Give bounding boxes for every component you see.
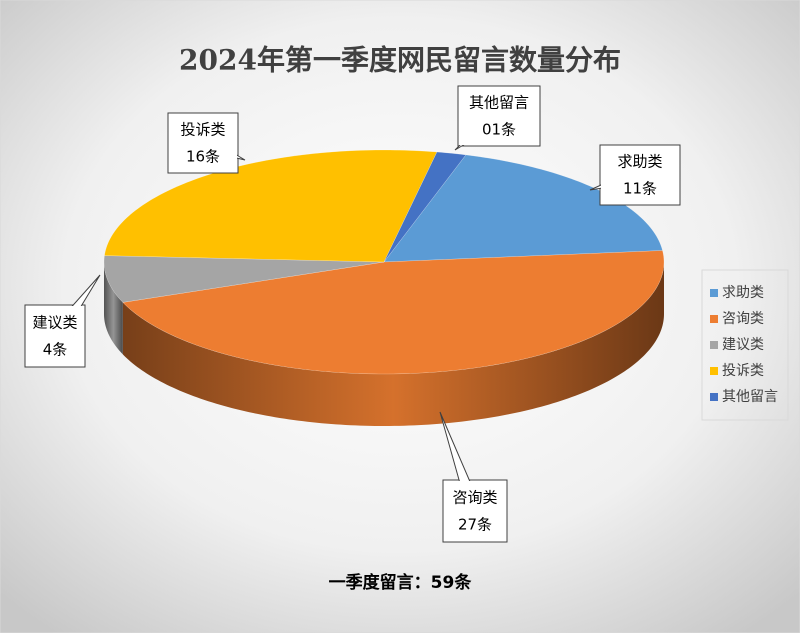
footer: 一季度留言：59条 xyxy=(329,572,473,593)
data-label-category: 建议类 xyxy=(32,314,77,332)
data-label-category: 咨询类 xyxy=(452,489,497,507)
data-label-category: 求助类 xyxy=(617,153,662,171)
legend-swatch xyxy=(710,315,718,323)
slice-side xyxy=(104,262,123,355)
data-label-value: 01条 xyxy=(482,121,516,139)
chart-title: 2024年第一季度网民留言数量分布 xyxy=(179,44,621,77)
data-label-value: 11条 xyxy=(623,180,657,198)
legend-label: 求助类 xyxy=(722,285,764,301)
legend-swatch xyxy=(710,393,718,401)
legend-box xyxy=(701,269,789,421)
legend-swatch xyxy=(710,341,718,349)
callout-cover xyxy=(444,481,506,541)
legend-swatch xyxy=(710,289,718,297)
legend-label: 咨询类 xyxy=(722,311,764,327)
legend-swatch xyxy=(710,367,718,375)
data-label-value: 4条 xyxy=(43,341,68,359)
callout-cover xyxy=(601,146,679,204)
slice-side xyxy=(122,262,664,426)
legend-label: 其他留言 xyxy=(722,389,778,405)
data-label-value: 16条 xyxy=(186,148,220,166)
slice xyxy=(103,255,385,303)
legend-label: 建议类 xyxy=(722,337,764,353)
callout-cover xyxy=(459,87,539,145)
callout-cover xyxy=(26,306,84,366)
data-label-value: 27条 xyxy=(458,516,492,534)
data-label-category: 其他留言 xyxy=(469,94,529,112)
callout-cover xyxy=(169,114,237,172)
slice xyxy=(122,250,665,375)
data-label-category: 投诉类 xyxy=(180,121,225,139)
slice xyxy=(383,151,467,263)
legend-label: 投诉类 xyxy=(722,363,764,379)
